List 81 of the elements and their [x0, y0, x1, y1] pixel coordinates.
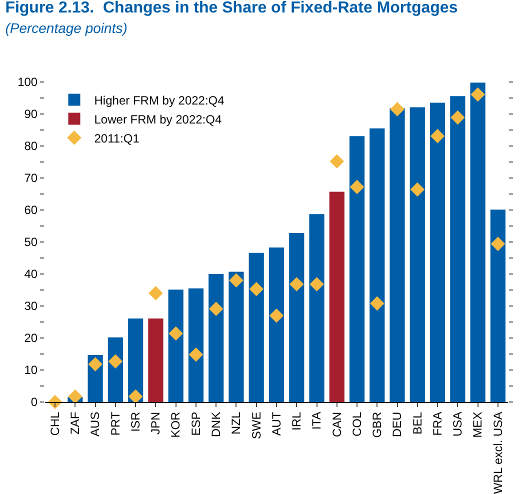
point	[168, 326, 183, 341]
bar	[370, 128, 385, 402]
bar	[410, 107, 425, 402]
y-tick-label: 100	[18, 75, 38, 90]
y-tick-label: 20	[24, 331, 38, 346]
point	[48, 394, 62, 410]
bar	[248, 252, 264, 402]
bar	[289, 233, 304, 402]
point	[410, 182, 425, 197]
x-tick-label: ESP	[188, 412, 203, 436]
bar	[148, 318, 164, 402]
bar	[188, 288, 204, 402]
point	[330, 154, 344, 169]
y-tick-label: 10	[24, 363, 38, 378]
bar	[309, 214, 324, 402]
x-tick-label: WRL excl. USA	[490, 412, 505, 494]
x-tick-label: PRT	[108, 411, 122, 436]
bar	[168, 290, 184, 402]
point	[470, 87, 485, 102]
x-tick-label: MEX	[470, 412, 485, 438]
point	[390, 102, 404, 116]
bar	[490, 210, 506, 402]
y-tick-label: 40	[24, 267, 38, 282]
x-tick-label: FRA	[430, 412, 444, 436]
legend-label: Higher FRM by 2022:Q4	[94, 93, 225, 108]
y-tick-label: 90	[24, 107, 38, 122]
point	[310, 277, 324, 292]
y-tick-label: 70	[24, 171, 38, 186]
x-tick-label: DNK	[209, 412, 224, 438]
point	[490, 236, 506, 252]
x-tick-label: COL	[350, 411, 364, 436]
y-tick-label: 50	[24, 235, 38, 250]
point	[289, 277, 304, 292]
x-tick-label: GBR	[370, 411, 384, 438]
chart-subtitle: (Percentage points)	[5, 20, 128, 36]
x-tick-label: AUS	[88, 412, 102, 436]
point	[370, 296, 384, 311]
x-tick-label: BEL	[410, 411, 424, 434]
point	[450, 110, 465, 125]
x-tick-label: CHL	[48, 411, 62, 436]
point	[128, 389, 143, 404]
point	[269, 308, 284, 323]
y-tick-label: 80	[24, 139, 38, 154]
bar	[228, 272, 244, 402]
legend-label: Lower FRM by 2022:Q4	[94, 112, 222, 126]
y-tick-label: 0	[30, 395, 38, 410]
x-tick-label: CAN	[330, 412, 344, 438]
bar	[450, 96, 466, 402]
point	[108, 354, 123, 369]
bar	[470, 82, 486, 402]
x-tick-label: AUT	[269, 411, 284, 436]
point	[350, 180, 364, 194]
x-tick-label: IRL	[290, 411, 304, 430]
point	[88, 357, 102, 372]
point	[249, 282, 264, 296]
point	[430, 128, 445, 144]
x-tick-label: SWE	[249, 412, 264, 440]
x-tick-label: USA	[450, 412, 465, 436]
x-tick-label: JPN	[148, 412, 163, 434]
x-tick-label: ITA	[310, 412, 324, 430]
bar	[430, 102, 446, 402]
bar	[390, 108, 405, 402]
bar	[128, 318, 144, 402]
bar	[349, 136, 365, 402]
x-tick-label: NZL	[229, 411, 244, 434]
point	[68, 389, 82, 404]
y-tick-label: 60	[24, 203, 38, 218]
y-tick-label: 30	[24, 299, 38, 314]
bar	[208, 274, 224, 402]
chart-title: Figure 2.13. Changes in the Share of Fixed-Rate Mortgages	[5, 0, 458, 16]
point	[229, 273, 244, 288]
legend-label: 2011:Q1	[94, 131, 140, 146]
x-tick-label: KOR	[168, 411, 183, 438]
point	[208, 302, 224, 316]
bar	[329, 192, 344, 402]
x-tick-label: DEU	[390, 412, 404, 438]
point	[188, 347, 204, 362]
x-tick-label: ZAF	[68, 412, 82, 434]
x-tick-label: ISR	[128, 411, 142, 432]
point	[148, 286, 163, 300]
bar	[268, 247, 284, 402]
